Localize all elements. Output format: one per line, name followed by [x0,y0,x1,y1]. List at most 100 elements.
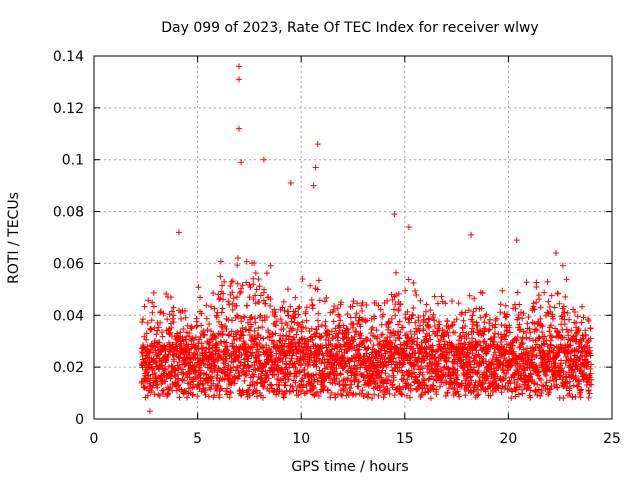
x-tick-label: 10 [292,431,310,447]
data-point [161,342,168,349]
data-point [335,337,342,344]
data-point [516,383,523,390]
data-point [331,391,338,398]
data-point [406,319,413,326]
data-point [292,379,299,386]
data-point [266,344,273,351]
data-point [272,330,279,337]
data-point [272,358,279,365]
data-point [544,278,551,285]
data-point [393,386,400,393]
data-point [313,363,320,370]
data-point [312,164,319,171]
data-point [502,336,509,343]
data-point [247,323,254,330]
data-point [355,383,362,390]
data-point [431,317,438,324]
data-point [292,294,299,301]
data-point [239,282,246,289]
data-point [351,336,358,343]
data-point [460,329,467,336]
data-point [469,312,476,319]
data-point [167,294,174,301]
data-point [332,394,339,401]
data-point [281,307,288,314]
data-point [313,371,320,378]
data-point [204,326,211,333]
data-point [146,408,153,415]
data-point [347,384,354,391]
data-point [504,311,511,318]
data-point [193,323,200,330]
data-point [355,317,362,324]
data-point [226,301,233,308]
data-point [252,388,259,395]
data-point [140,342,147,349]
data-point [206,321,213,328]
data-point [455,300,462,307]
data-point [270,338,277,345]
data-point [184,345,191,352]
data-point [563,276,570,283]
data-point [441,338,448,345]
data-point [506,377,513,384]
data-point [407,328,414,335]
data-point [164,354,171,361]
data-point [403,392,410,399]
data-point [321,383,328,390]
data-point [235,367,242,374]
data-point [342,382,349,389]
data-point [349,392,356,399]
data-point [143,369,150,376]
data-point [267,353,274,360]
data-point [383,376,390,383]
data-point [495,385,502,392]
data-point [379,331,386,338]
data-point [431,323,438,330]
data-point [222,323,229,330]
x-tick-label: 5 [193,431,202,447]
data-point [247,314,254,321]
data-point [223,355,230,362]
data-point [470,321,477,328]
data-point [308,325,315,332]
data-point [303,304,310,311]
y-tick-label: 0.04 [53,308,84,324]
data-point [157,319,164,326]
data-point [323,294,330,301]
data-point [166,311,173,318]
data-point [533,299,540,306]
data-point [179,366,186,373]
data-point [267,348,274,355]
data-point [313,330,320,337]
data-point [495,364,502,371]
data-point [404,376,411,383]
data-point [465,307,472,314]
data-point [267,296,274,303]
data-point [548,292,555,299]
data-point [491,330,498,337]
data-point [207,386,214,393]
data-point [442,300,449,307]
data-point [485,327,492,334]
data-point [284,322,291,329]
data-point [270,389,277,396]
data-point [358,302,365,309]
data-point [585,387,592,394]
data-point [303,382,310,389]
data-point [516,344,523,351]
data-point [335,311,342,318]
data-point [454,388,461,395]
data-point [586,374,593,381]
data-point [278,343,285,350]
data-point [216,346,223,353]
x-tick-label: 20 [499,431,517,447]
data-point [150,289,157,296]
chart-title: Day 099 of 2023, Rate Of TEC Index for r… [161,20,538,36]
data-point [426,324,433,331]
data-point [404,340,411,347]
y-axis-label: ROTI / TECUs [6,192,22,284]
x-tick-labels: 0 5 10 15 20 25 [90,431,621,447]
data-point [583,353,590,360]
data-point [243,372,250,379]
